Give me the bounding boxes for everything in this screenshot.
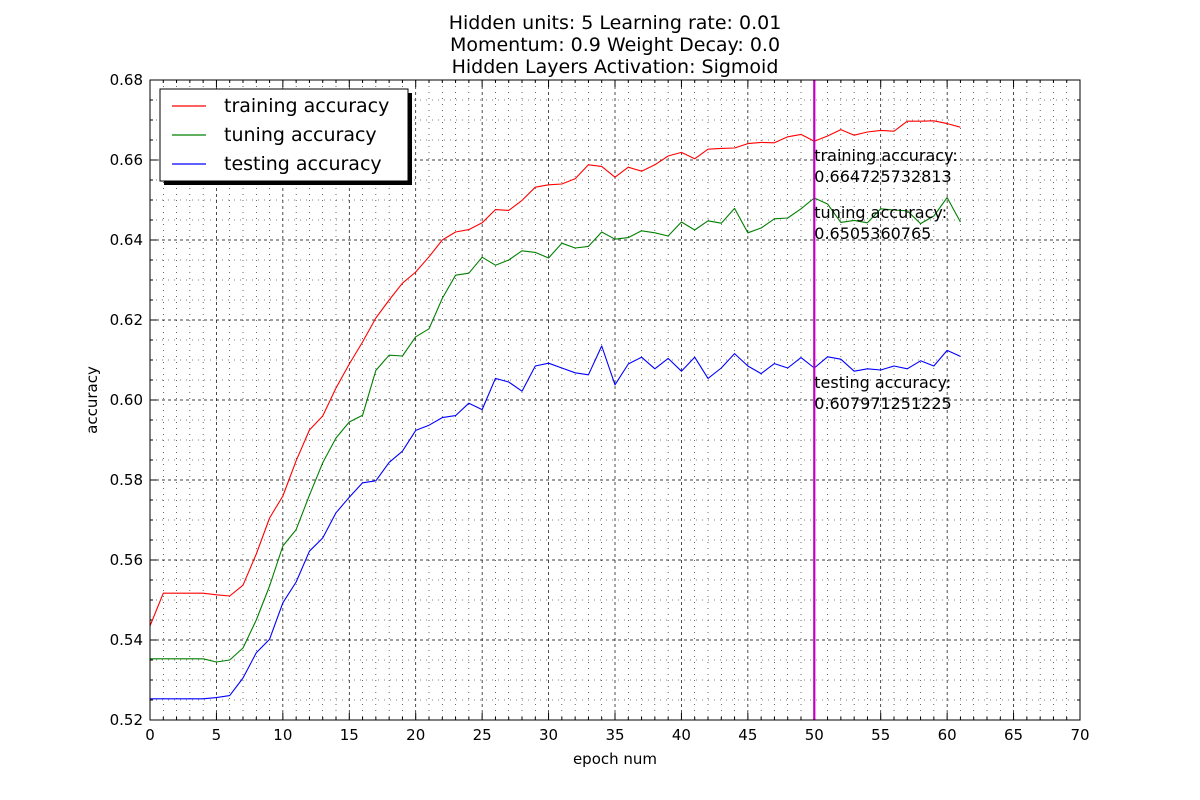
x-tick-label: 65 [1004,726,1023,744]
x-tick-label: 10 [273,726,292,744]
annotation-label: tuning accuracy: [814,203,947,222]
y-tick-labels: 0.52 0.54 0.56 0.58 0.60 0.62 0.64 0.66 0.68 [110,71,143,729]
annotation-value: 0.607971251225 [814,394,951,413]
annotation-label: training accuracy: [814,146,957,165]
y-tick-label: 0.62 [110,311,143,329]
x-tick-label: 70 [1070,726,1089,744]
chart-title: Hidden units: 5 Learning rate: 0.01 Mome… [449,12,782,78]
x-tick-label: 45 [738,726,757,744]
x-axis-label: epoch num [573,750,657,768]
legend-label: training accuracy [224,95,389,117]
series-line-training-accuracy [149,120,961,627]
x-tick-label: 5 [212,726,222,744]
x-tick-label: 60 [938,726,957,744]
x-tick-label: 40 [672,726,691,744]
x-tick-label: 35 [605,726,624,744]
y-tick-label: 0.52 [110,711,143,729]
legend-label: tuning accuracy [224,124,377,146]
legend-label: testing accuracy [224,153,382,175]
y-tick-label: 0.66 [110,151,143,169]
y-tick-label: 0.56 [110,551,143,569]
value-annotations: training accuracy: 0.664725732813 tuning a… [814,146,957,413]
x-tick-label: 50 [805,726,824,744]
y-tick-label: 0.58 [110,471,143,489]
annotation-value: 0.664725732813 [814,167,951,186]
x-tick-label: 15 [340,726,359,744]
x-tick-label: 0 [145,726,155,744]
chart-title-line-2: Momentum: 0.9 Weight Decay: 0.0 [450,34,780,56]
series-lines [149,120,961,700]
chart-title-line-1: Hidden units: 5 Learning rate: 0.01 [449,12,782,34]
annotation-label: testing accuracy: [814,373,951,392]
x-tick-label: 55 [871,726,890,744]
series-line-testing-accuracy [150,345,961,700]
y-tick-label: 0.60 [110,391,143,409]
x-tick-labels: 0 5 10 15 20 25 30 35 40 45 50 55 60 65 70 [145,726,1089,744]
annotation-value: 0.6505360765 [814,224,931,243]
y-tick-label: 0.68 [110,71,143,89]
plot-frame [149,79,1081,721]
x-tick-label: 20 [406,726,425,744]
x-tick-label: 25 [473,726,492,744]
y-axis-label: accuracy [83,366,101,434]
x-tick-label: 30 [539,726,558,744]
y-tick-label: 0.64 [110,231,143,249]
legend: training accuracy tuning accuracy testing … [159,88,412,185]
y-tick-label: 0.54 [110,631,143,649]
chart-title-line-3: Hidden Layers Activation: Sigmoid [452,56,779,78]
series-line-tuning-accuracy [150,197,961,663]
